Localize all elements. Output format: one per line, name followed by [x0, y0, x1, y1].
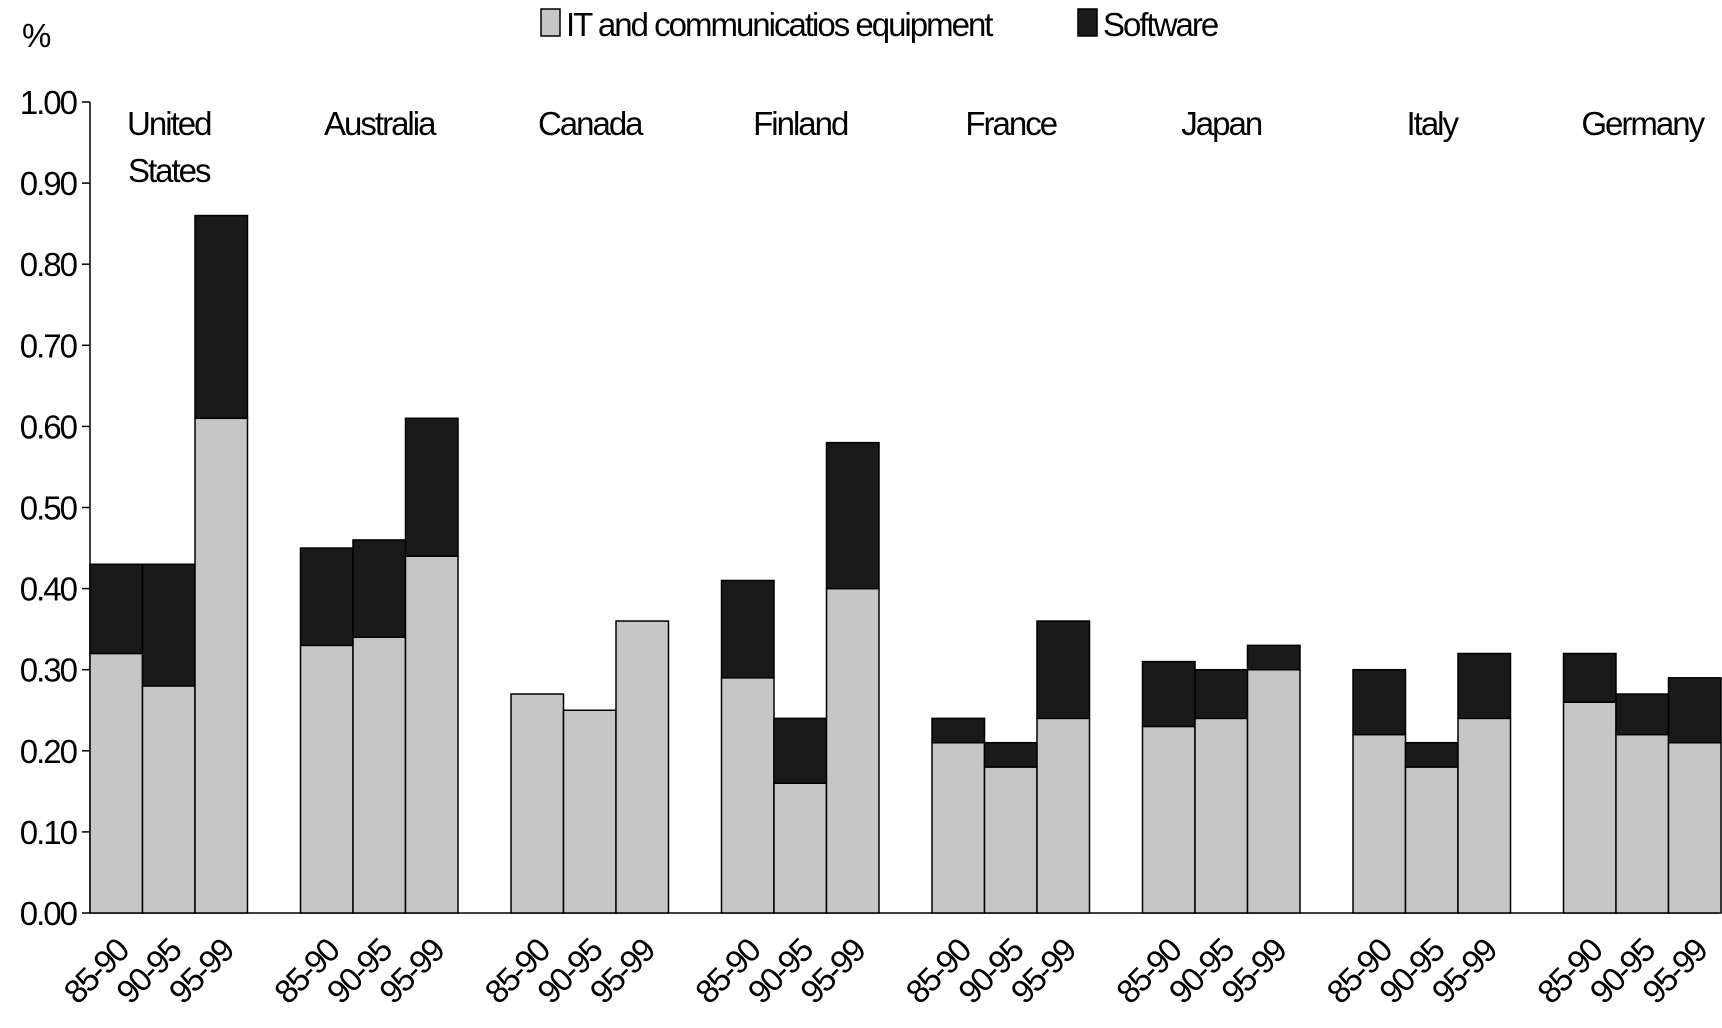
country-label: Finland [753, 105, 848, 142]
country-label: Australia [324, 105, 437, 142]
bar-segment-software [299, 547, 354, 647]
legend-label-software: Software [1103, 6, 1218, 43]
country-label: France [965, 105, 1056, 142]
bar-segment-it [825, 587, 880, 914]
bar-segment-it [1457, 717, 1512, 914]
bar-segment-it [1246, 668, 1301, 914]
bar-segment-software [1562, 652, 1617, 703]
country-label: Italy [1406, 105, 1459, 142]
legend-label-it: IT and communicatios equipment [566, 6, 993, 43]
y-tick-label: 0.80 [20, 246, 78, 283]
bar-segment-software [404, 417, 459, 557]
bar-segment-it [299, 644, 354, 914]
bar-segment-software [720, 579, 775, 679]
bar-segment-software [1246, 644, 1301, 671]
bar-segment-it [1615, 733, 1670, 914]
y-tick-label: 0.00 [20, 895, 78, 932]
bar-segment-it [615, 620, 670, 914]
axes: 0.00 0.10 0.20 0.30 0.40 0.50 0.60 0.70 0.80 0.90… [20, 84, 1718, 932]
legend-swatch-software [1077, 8, 1098, 37]
bar-segment-software [825, 441, 880, 590]
bar-segment-it [352, 636, 407, 914]
country-label: States [128, 152, 211, 189]
bar-segment-it [773, 782, 828, 914]
bar-segment-software [194, 214, 249, 420]
bar-segment-software [89, 563, 144, 655]
bar-segment-software [1457, 652, 1512, 720]
bar-segment-software [1352, 668, 1407, 736]
y-unit-label: % [22, 17, 51, 54]
bar-segment-software [1615, 693, 1670, 736]
bar-segment-it [983, 766, 1038, 914]
bar-segment-it [1194, 717, 1249, 914]
country-label: Canada [538, 105, 644, 142]
bar-segment-software [1036, 620, 1091, 720]
y-tick-label: 0.60 [20, 408, 78, 445]
legend-swatch-it [540, 8, 561, 37]
bar-segment-it [562, 709, 617, 914]
bar-segment-it [1667, 741, 1722, 914]
country-label: Japan [1181, 105, 1262, 142]
legend: IT and communicatios equipment Software [540, 6, 1220, 43]
bar-segment-software [773, 717, 828, 784]
bar-segment-it [1562, 701, 1617, 914]
bar-segment-software [352, 539, 407, 639]
y-tick-label: 0.90 [20, 165, 78, 202]
country-label: Germany [1581, 105, 1705, 142]
bar-segment-software [141, 563, 196, 687]
y-tick-label: 0.40 [20, 571, 78, 608]
bar-segment-software [1141, 660, 1196, 728]
y-tick-label: 0.50 [20, 490, 78, 527]
bar-segment-it [89, 652, 144, 914]
y-tick-label: 0.20 [20, 733, 78, 770]
y-tick-label: 0.70 [20, 327, 78, 364]
bar-segment-it [510, 693, 565, 914]
bars [89, 214, 1722, 914]
bar-segment-software [1404, 741, 1459, 768]
bar-segment-it [194, 417, 249, 914]
bar-segment-it [404, 555, 459, 914]
y-tick-label: 0.30 [20, 652, 78, 689]
y-tick-label: 1.00 [20, 84, 78, 121]
country-label: United [127, 105, 211, 142]
bar-segment-it [1352, 733, 1407, 914]
bar-segment-software [1194, 668, 1249, 720]
bar-segment-it [141, 685, 196, 914]
bar-segment-it [1036, 717, 1091, 914]
bar-segment-it [931, 741, 986, 914]
y-tick-label: 0.10 [20, 814, 78, 851]
bar-segment-it [1404, 766, 1459, 914]
bar-segment-it [1141, 725, 1196, 914]
bar-segment-it [720, 677, 775, 914]
bar-segment-software [1667, 677, 1722, 744]
bar-segment-software [983, 741, 1038, 768]
bar-segment-software [931, 717, 986, 744]
